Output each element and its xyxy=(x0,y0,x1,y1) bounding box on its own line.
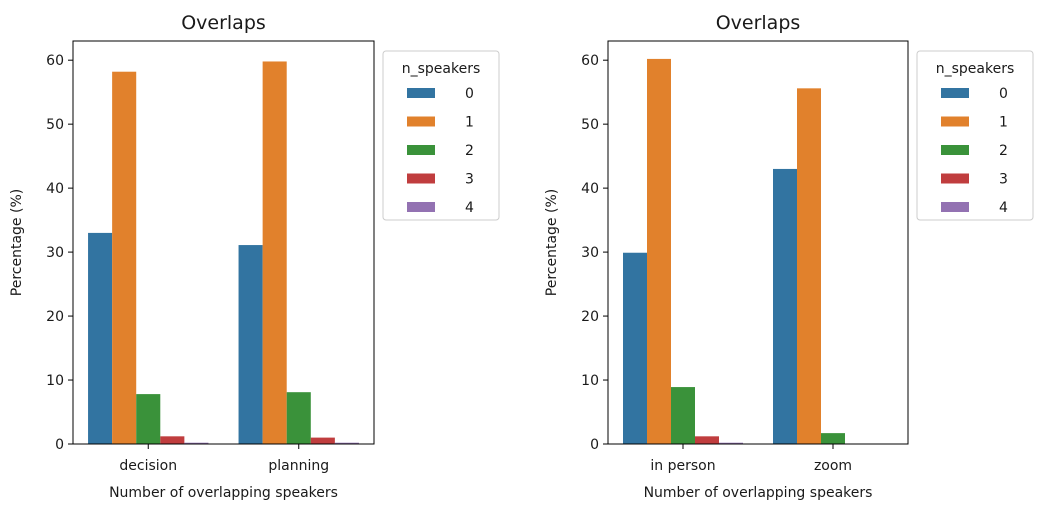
legend-swatch-4 xyxy=(941,202,969,212)
y-tick-label: 40 xyxy=(581,181,599,197)
legend-label-3: 3 xyxy=(465,172,474,188)
legend-swatch-1 xyxy=(407,116,435,127)
y-tick-label: 50 xyxy=(46,117,64,133)
bar-zoom-series-2 xyxy=(821,433,845,444)
legend-label-3: 3 xyxy=(999,172,1008,188)
bar-planning-series-3 xyxy=(310,437,335,444)
y-tick-label: 10 xyxy=(581,373,599,389)
bar-planning-series-4 xyxy=(334,442,359,444)
x-tick-label: planning xyxy=(268,458,329,474)
y-tick-label: 50 xyxy=(581,117,599,133)
bar-in-person-series-1 xyxy=(647,58,671,445)
plot-frame xyxy=(607,40,909,445)
bar-planning-series-2 xyxy=(286,392,311,444)
bar-decision-series-2 xyxy=(136,394,161,444)
bar-zoom-series-0 xyxy=(773,168,797,444)
y-tick-label: 60 xyxy=(46,53,64,69)
y-tick-label: 30 xyxy=(46,245,64,261)
legend-label-2: 2 xyxy=(465,143,474,159)
legend-swatch-2 xyxy=(407,145,435,155)
legend-title: n_speakers xyxy=(936,61,1015,77)
bar-decision-series-3 xyxy=(160,436,185,444)
y-tick-label: 0 xyxy=(590,437,599,453)
bar-planning-series-0 xyxy=(238,245,263,444)
legend-swatch-4 xyxy=(407,202,435,212)
legend-swatch-1 xyxy=(941,116,969,127)
x-tick-label: in person xyxy=(650,458,715,474)
legend-label-4: 4 xyxy=(999,200,1008,216)
legend-label-0: 0 xyxy=(465,86,474,102)
legend-swatch-3 xyxy=(407,173,435,184)
legend-label-4: 4 xyxy=(465,200,474,216)
chart-title: Overlaps xyxy=(716,12,801,34)
y-tick-label: 20 xyxy=(46,309,64,325)
legend-swatch-0 xyxy=(941,88,969,98)
y-tick-label: 0 xyxy=(55,437,64,453)
bar-in-person-series-0 xyxy=(623,252,647,444)
bar-decision-series-1 xyxy=(112,71,137,444)
legend-title: n_speakers xyxy=(402,61,481,77)
y-axis-label: Percentage (%) xyxy=(544,189,560,296)
y-tick-label: 30 xyxy=(581,245,599,261)
legend-swatch-2 xyxy=(941,145,969,155)
bar-decision-series-4 xyxy=(184,442,209,444)
legend-label-0: 0 xyxy=(999,86,1008,102)
x-tick-label: zoom xyxy=(814,458,852,474)
bar-planning-series-1 xyxy=(262,61,287,444)
bar-zoom-series-1 xyxy=(797,88,821,444)
y-tick-label: 10 xyxy=(46,373,64,389)
chart-title: Overlaps xyxy=(181,12,266,34)
y-tick-label: 40 xyxy=(46,181,64,197)
y-tick-label: 20 xyxy=(581,309,599,325)
legend-label-1: 1 xyxy=(465,115,474,131)
legend: n_speakers 0 1 2 3 4 xyxy=(916,50,1034,221)
bar-in-person-series-2 xyxy=(671,387,695,444)
y-axis-label: Percentage (%) xyxy=(9,189,25,296)
bar-in-person-series-4 xyxy=(719,442,743,444)
x-tick-label: decision xyxy=(119,458,177,474)
plot-frame xyxy=(72,40,375,445)
x-axis-label: Number of overlapping speakers xyxy=(109,485,338,501)
bar-in-person-series-3 xyxy=(695,436,719,444)
legend: n_speakers 0 1 2 3 4 xyxy=(382,50,500,221)
y-tick-label: 60 xyxy=(581,53,599,69)
legend-swatch-3 xyxy=(941,173,969,184)
legend-label-2: 2 xyxy=(999,143,1008,159)
bar-decision-series-0 xyxy=(88,232,113,444)
legend-swatch-0 xyxy=(407,88,435,98)
x-axis-label: Number of overlapping speakers xyxy=(644,485,873,501)
legend-label-1: 1 xyxy=(999,115,1008,131)
